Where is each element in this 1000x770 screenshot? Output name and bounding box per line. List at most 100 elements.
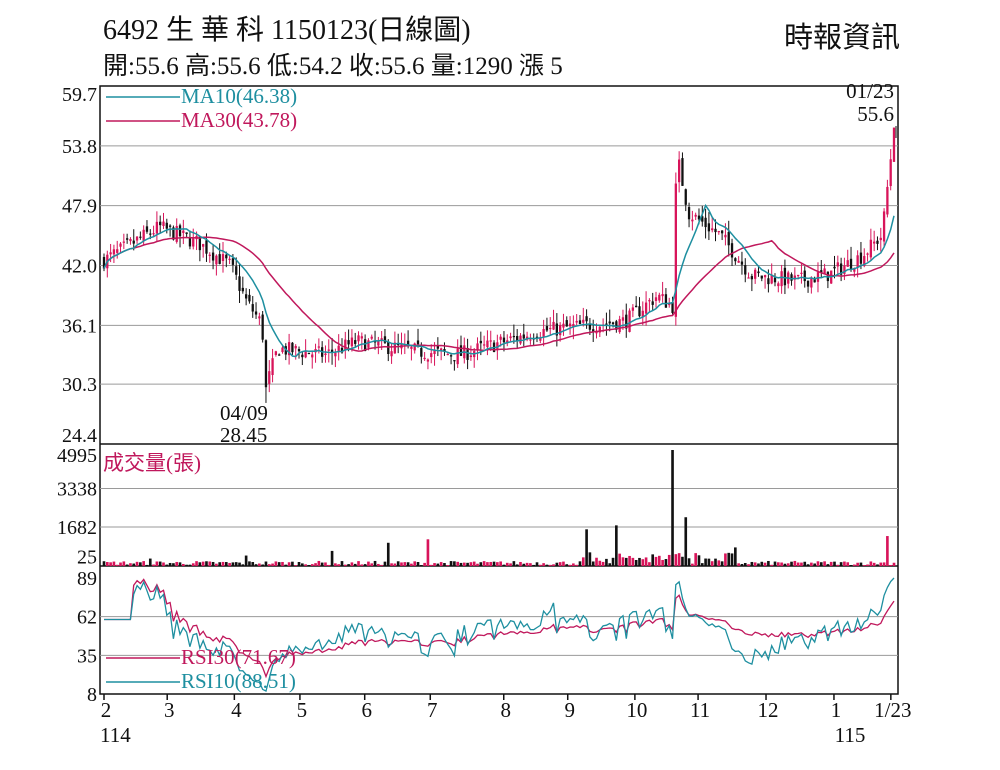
volume-bar [760,561,764,566]
candle [651,292,654,311]
volume-bar [770,564,774,566]
volume-bar [426,539,430,566]
volume-bar [796,562,800,566]
volume-bar [274,561,278,566]
candle-body [806,280,810,287]
candle-body [165,222,168,229]
volume-bar [400,562,403,566]
candle-body [777,283,780,287]
volume-bar [360,564,364,566]
candle [780,264,783,294]
volume-bar [469,562,473,566]
volume-bar [859,562,863,566]
rsi-tick-label: 62 [77,607,97,629]
volume-bar [846,562,850,566]
candle [482,335,486,349]
candle [506,334,509,347]
candle-body [172,227,175,240]
candle-body [691,219,694,222]
volume-bar [628,555,631,566]
candle [886,179,889,218]
candle [843,257,846,281]
volume-bar [710,561,714,566]
candle [139,231,142,240]
volume-tick-label: 25 [77,546,97,568]
candle-body [215,255,218,265]
legend-entry: MA10(46.38) [181,84,297,108]
candle [264,339,268,403]
volume-bar [730,553,734,566]
volume-bar [843,561,846,566]
candle [327,339,330,363]
volume-bar [502,564,506,566]
volume-bar [393,563,397,566]
volume-bar [420,565,423,566]
candle-body [668,303,671,306]
candle-body [820,270,823,274]
volume-bar [634,560,638,566]
candle-body [853,267,856,272]
candle [215,254,218,276]
candle [185,232,188,237]
volume-bar [823,561,826,566]
candle [466,338,469,370]
rsi-tick-label: 8 [87,684,97,706]
volume-bar [297,562,301,566]
candle-body [218,254,221,264]
candle-body [558,325,562,336]
candle [763,274,767,289]
candle-body [254,311,258,315]
volume-bar [102,561,106,566]
candle-body [248,294,251,302]
volume-bar [267,564,271,566]
candle-body [311,354,314,358]
candle-body [297,349,301,352]
candle-body [354,340,357,344]
candle [783,259,787,295]
volume-bar [115,564,119,566]
volume-bar [327,564,331,566]
candle-body [393,342,397,354]
candle-body [489,340,492,342]
candle [754,267,757,284]
volume-bar [862,565,866,566]
volume-bar [403,562,407,566]
candle [664,288,668,308]
candle-body [129,238,132,242]
candle-body [499,336,502,340]
candle-body [188,238,192,247]
candle-body [211,252,215,261]
volume-bar [119,562,122,566]
volume-bar [892,562,896,566]
volume-bar [281,561,284,566]
volume-bar [615,525,618,566]
candle [248,289,251,304]
price-tick-label: 42.0 [62,256,97,278]
candle [135,235,139,244]
rsi-tick-label: 89 [77,568,97,590]
candle [542,319,545,347]
price-tick-label: 30.3 [62,374,97,396]
candle-body [730,243,734,258]
candle-body [145,226,149,232]
volume-bar [264,561,268,566]
volume-bar [310,564,314,566]
volume-tick-label: 3338 [57,478,97,500]
volume-bar [165,564,169,566]
volume-bar [324,562,327,566]
candle-body [327,349,330,351]
candle-body [360,336,363,339]
candle-body [357,335,360,342]
volume-bar [585,529,588,566]
candle [737,256,740,263]
candle-body [479,340,482,344]
volume-bar [363,564,367,566]
candle-body [410,346,413,349]
volume-bar [644,557,648,566]
candle-body [588,323,592,330]
volume-bar [125,564,129,566]
volume-bar [182,563,185,566]
candle [165,218,168,234]
candle-body [651,301,654,305]
candle [750,273,754,292]
